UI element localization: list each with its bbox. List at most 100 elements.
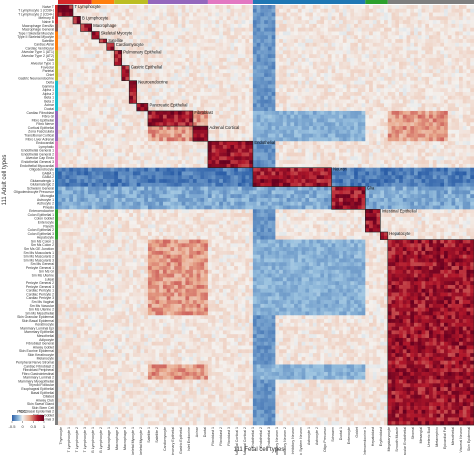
- heatmap-cell: [399, 31, 404, 36]
- heatmap-cell: [151, 122, 156, 127]
- heatmap-cell: [305, 129, 310, 134]
- heatmap-cell: [230, 54, 235, 59]
- heatmap-cell: [399, 103, 404, 108]
- heatmap-cell: [132, 73, 137, 78]
- heatmap-cell: [207, 39, 212, 44]
- heatmap-cell: [65, 84, 70, 89]
- heatmap-cell: [65, 27, 70, 32]
- heatmap-cell: [286, 88, 291, 93]
- heatmap-cell: [117, 141, 123, 146]
- heatmap-cell: [252, 76, 257, 81]
- heatmap-cell: [365, 126, 370, 131]
- heatmap-cell: [384, 31, 389, 36]
- heatmap-cell: [440, 46, 445, 51]
- heatmap-cell: [84, 137, 89, 142]
- heatmap-cell: [395, 8, 400, 13]
- heatmap-cell: [189, 110, 194, 116]
- heatmap-cell: [196, 46, 201, 51]
- heatmap-cell: [129, 133, 134, 138]
- heatmap-cell: [327, 156, 332, 161]
- heatmap-cell: [185, 8, 190, 13]
- heatmap-cell: [241, 103, 246, 108]
- heatmap-cell: [204, 84, 209, 89]
- heatmap-cell: [327, 88, 332, 93]
- heatmap-cell: [346, 156, 351, 161]
- heatmap-cell: [399, 57, 404, 63]
- heatmap-cell: [414, 54, 419, 59]
- heatmap-cell: [177, 42, 182, 47]
- heatmap-cell: [110, 8, 115, 13]
- heatmap-cell: [87, 163, 93, 168]
- heatmap-cell: [72, 133, 78, 138]
- heatmap-cell: [361, 84, 366, 89]
- heatmap-cell: [372, 118, 377, 123]
- heatmap-cell: [282, 27, 287, 32]
- heatmap-cell: [369, 80, 374, 85]
- heatmap-cell: [470, 65, 474, 70]
- heatmap-cell: [369, 42, 374, 47]
- heatmap-cell: [155, 16, 160, 21]
- heatmap-cell: [380, 95, 385, 100]
- heatmap-cell: [267, 54, 272, 59]
- heatmap-cell: [147, 114, 152, 119]
- heatmap-cell: [226, 148, 231, 153]
- heatmap-cell: [282, 133, 287, 138]
- heatmap-cell: [237, 73, 242, 78]
- heatmap-cell: [114, 20, 119, 25]
- heatmap-cell: [395, 65, 400, 70]
- heatmap-cell: [91, 171, 96, 176]
- heatmap-cell: [391, 167, 396, 172]
- heatmap-cell: [309, 103, 314, 108]
- heatmap-cell: [106, 107, 111, 112]
- heatmap-cell: [185, 110, 190, 116]
- heatmap-cell: [58, 69, 63, 74]
- heatmap-cell: [294, 160, 299, 165]
- heatmap-cell: [147, 126, 152, 131]
- heatmap-cell: [241, 16, 246, 21]
- heatmap-cell: [110, 99, 115, 104]
- heatmap-cell: [297, 145, 302, 150]
- heatmap-cell: [376, 69, 381, 74]
- heatmap-cell: [391, 92, 396, 97]
- heatmap-cell: [444, 76, 449, 81]
- heatmap-cell: [342, 23, 347, 28]
- heatmap-cell: [290, 50, 295, 55]
- heatmap-cell: [339, 12, 344, 17]
- heatmap-cell: [327, 145, 332, 150]
- heatmap-cell: [320, 35, 325, 40]
- heatmap-cell: [132, 114, 137, 119]
- heatmap-cell: [136, 39, 141, 44]
- heatmap-cell: [384, 54, 389, 59]
- heatmap-cell: [470, 20, 474, 25]
- heatmap-cell: [211, 92, 216, 97]
- heatmap-cell: [151, 61, 156, 66]
- heatmap-cell: [369, 129, 374, 134]
- heatmap-cell: [249, 84, 254, 89]
- heatmap-cell: [440, 80, 445, 85]
- heatmap-cell: [372, 31, 377, 36]
- heatmap-cell: [331, 145, 336, 150]
- heatmap-cell: [455, 16, 460, 21]
- heatmap-cell: [204, 8, 209, 13]
- heatmap-cell: [162, 156, 167, 161]
- heatmap-cell: [144, 167, 149, 172]
- heatmap-cell: [207, 152, 212, 157]
- heatmap-cell: [151, 156, 156, 161]
- heatmap-cell: [170, 163, 175, 168]
- heatmap-cell: [327, 69, 332, 74]
- heatmap-cell: [230, 80, 235, 85]
- heatmap-cell: [372, 92, 377, 97]
- heatmap-cell: [95, 16, 100, 21]
- heatmap-cell: [69, 110, 74, 116]
- heatmap-cell: [406, 160, 411, 165]
- heatmap-cell: [140, 160, 145, 165]
- heatmap-cell: [290, 137, 295, 142]
- heatmap-cell: [346, 12, 351, 17]
- heatmap-cell: [174, 80, 179, 85]
- heatmap-cell: [406, 145, 411, 150]
- heatmap-cell: [147, 118, 152, 123]
- heatmap-cell: [121, 133, 126, 138]
- heatmap-cell: [106, 122, 111, 127]
- heatmap-cell: [196, 137, 201, 142]
- heatmap-cell: [282, 73, 287, 78]
